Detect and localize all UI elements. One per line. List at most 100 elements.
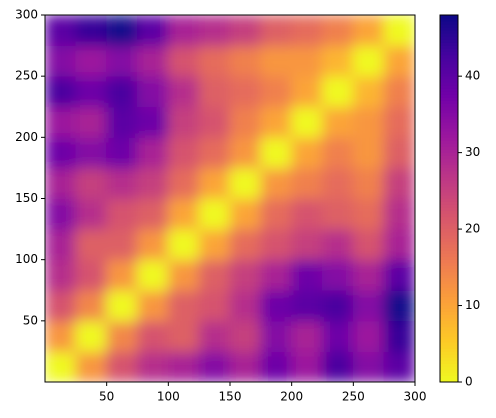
heatmap-cell [167,198,200,230]
colorbar-swatch [440,39,458,43]
heatmap-cell [106,75,138,108]
y-tick-label: 150 [15,191,38,205]
heatmap-cell [260,259,293,291]
heatmap-cell [106,350,138,382]
heatmap-cell [106,259,138,291]
x-tick-label: 150 [219,390,242,404]
heatmap-cell [229,228,262,261]
colorbar-swatch [440,51,458,56]
colorbar-swatch [440,75,458,80]
colorbar-swatch [440,207,458,212]
heatmap-cell [229,259,262,291]
colorbar-swatch [440,219,458,224]
heatmap-cell [167,289,200,322]
colorbar-swatch [440,244,458,248]
heatmap-cell [198,320,231,352]
colorbar-swatch [440,216,458,221]
heatmap-cell [291,320,323,352]
x-tick-label: 300 [404,390,427,404]
heatmap-cell [383,259,415,291]
heatmap-cell [352,45,385,77]
colorbar-swatch [440,228,458,233]
heatmap-cell [291,45,323,77]
x-tick-label: 200 [280,390,303,404]
heatmap-cell [322,106,354,138]
colorbar-swatch [440,137,458,141]
heatmap-cell [352,320,385,352]
heatmap-cell [260,106,293,138]
heatmap-cell [167,350,200,382]
heatmap-cell [291,350,323,382]
heatmap-cell [198,136,231,169]
heatmap-cell [198,167,231,199]
heatmap-cell [75,106,108,138]
colorbar-swatch [440,42,458,46]
heatmap-cell [106,136,138,169]
colorbar-swatch [440,173,458,178]
heatmap-cell [229,289,262,322]
colorbar-swatch [440,48,458,52]
heatmap-cell [198,15,231,47]
heatmap-cell [322,320,354,352]
colorbar-swatch [440,106,458,111]
colorbar-frame [439,14,459,383]
heatmap-cell [106,320,138,352]
colorbar-swatch [440,140,458,144]
colorbar-swatch [440,143,458,147]
heatmap-cell [75,228,108,261]
colorbar-swatch [440,378,458,383]
heatmap-cell [106,228,138,261]
heatmap-cell [45,320,77,352]
heatmap-cell [167,320,200,352]
heatmap-cell [260,320,293,352]
heatmap-cell [322,259,354,291]
colorbar-swatch [440,210,458,215]
colorbar-swatch [440,23,458,28]
colorbar-swatch [440,280,458,285]
heatmap-cell [352,106,385,138]
colorbar-swatch [440,256,458,260]
heatmap-cell [167,136,200,169]
heatmap-cell [322,15,354,47]
colorbar-swatch [440,375,458,380]
colorbar-swatch [440,167,458,172]
heatmap-cell [322,228,354,261]
heatmap-cell [45,289,77,322]
colorbar-swatch [440,130,458,135]
colorbar-swatch [440,213,458,218]
heatmap-cell [260,45,293,77]
heatmap-cell [137,259,169,291]
colorbar-swatch [440,277,458,282]
colorbar-swatch [440,329,458,334]
heatmap-cell [291,136,323,169]
heatmap-cell [352,228,385,261]
colorbar-swatch [440,201,458,205]
heatmap-cell [291,75,323,108]
heatmap-cell [106,289,138,322]
colorbar-swatch [440,45,458,49]
colorbar-swatch [440,69,458,74]
colorbar-swatch [440,274,458,279]
colorbar-swatch [440,182,458,187]
colorbar-swatch [440,338,458,343]
colorbar-swatch [440,341,458,346]
colorbar-swatch [440,198,458,202]
heatmap-cell [291,106,323,138]
colorbar-swatch [440,170,458,175]
colorbar-swatch [440,133,458,138]
heatmap-cell [352,167,385,199]
colorbar-swatch [440,320,458,325]
heatmap-cell [75,15,108,47]
colorbar-swatch [440,293,458,297]
heatmap-cell [198,259,231,291]
y-tick-label: 300 [15,8,38,22]
heatmap-cell [260,136,293,169]
colorbar-swatch [440,88,458,92]
heatmap-cell [229,320,262,352]
colorbar-swatch [440,103,458,108]
heatmap-cell [260,75,293,108]
heatmap-cell [167,106,200,138]
heatmap-cell [383,289,415,322]
colorbar-swatch [440,354,458,358]
colorbar-swatch [440,14,458,19]
